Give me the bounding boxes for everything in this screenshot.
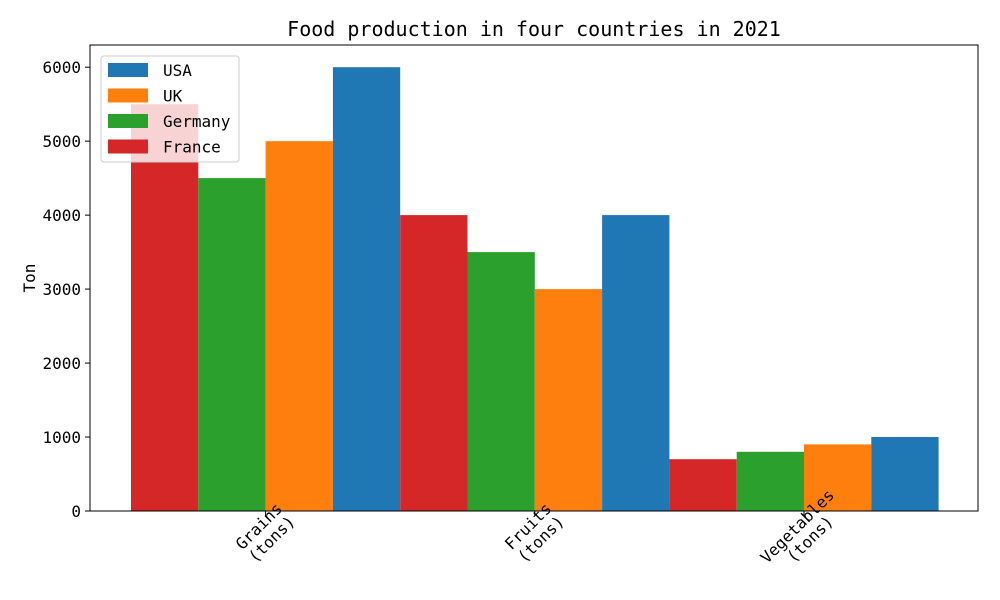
legend-box bbox=[100, 55, 240, 163]
y-axis-label: Ton bbox=[20, 264, 39, 293]
y-tick-label: 3000 bbox=[42, 280, 81, 299]
legend-label-germany: Germany bbox=[163, 112, 231, 131]
legend-label-usa: USA bbox=[163, 61, 192, 80]
bar-fruits-uk bbox=[534, 289, 603, 511]
y-tick-label: 6000 bbox=[42, 58, 81, 77]
bar-vegetables-germany bbox=[736, 451, 804, 511]
bar-grains-germany bbox=[198, 178, 266, 511]
legend-swatch-uk bbox=[108, 88, 148, 103]
legend-swatch-germany bbox=[108, 114, 148, 128]
bar-fruits-usa bbox=[602, 215, 670, 511]
y-tick-label: 0 bbox=[71, 502, 81, 521]
chart-title: Food production in four countries in 202… bbox=[287, 17, 781, 41]
bars-layer bbox=[131, 67, 939, 511]
bar-fruits-germany bbox=[467, 252, 535, 511]
bar-vegetables-uk bbox=[804, 444, 872, 511]
bar-grains-france bbox=[131, 104, 199, 511]
legend-label-uk: UK bbox=[163, 87, 183, 106]
bar-grains-uk bbox=[265, 141, 333, 511]
y-tick-label: 5000 bbox=[42, 132, 81, 151]
legend-label-france: France bbox=[163, 138, 221, 157]
bar-grains-usa bbox=[332, 67, 401, 511]
plot-frame bbox=[89, 44, 979, 512]
y-tick-label: 2000 bbox=[42, 354, 81, 373]
y-ticks-layer: 0 1000 2000 3000 4000 5000 6000 bbox=[42, 58, 90, 521]
y-tick-label: 4000 bbox=[42, 206, 81, 225]
bar-fruits-france bbox=[400, 215, 468, 511]
bar-vegetables-france bbox=[669, 459, 737, 511]
legend-swatch-france bbox=[108, 139, 148, 154]
legend-swatch-usa bbox=[108, 63, 148, 77]
bar-vegetables-usa bbox=[871, 437, 939, 511]
legend: USA UK Germany France bbox=[100, 55, 240, 163]
y-tick-label: 1000 bbox=[42, 428, 81, 447]
